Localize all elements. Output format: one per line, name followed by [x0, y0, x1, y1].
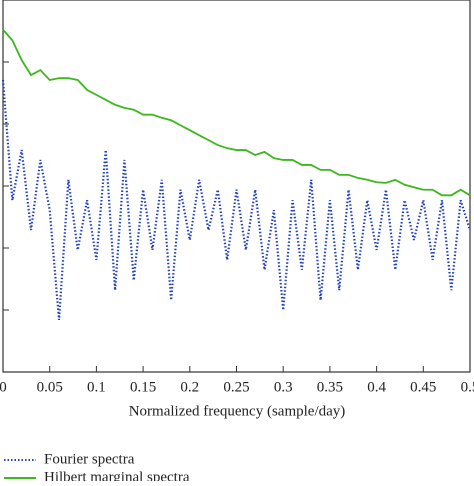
x-tick-label: 0.35 [317, 379, 343, 395]
legend-label: Fourier spectra [44, 451, 135, 467]
x-tick-label: 0.3 [274, 379, 293, 395]
series-line [2, 29, 471, 197]
x-tick-label: 0.1 [87, 379, 106, 395]
x-tick-label: 0.5 [461, 379, 474, 395]
x-tick-label: 0.4 [367, 379, 386, 395]
series-line [1, 79, 472, 321]
plot-frame [2, 0, 471, 373]
legend-label: Hilbert marginal spectra [44, 469, 190, 481]
x-tick-label: 0.15 [130, 379, 156, 395]
x-tick-label: 0.2 [180, 379, 199, 395]
x-tick-label: 0.05 [37, 379, 63, 395]
x-tick-label: 0 [0, 379, 7, 395]
x-tick-label: 0.45 [410, 379, 436, 395]
x-tick-label: 0.25 [223, 379, 249, 395]
x-axis-label: Normalized frequency (sample/day) [129, 403, 346, 419]
